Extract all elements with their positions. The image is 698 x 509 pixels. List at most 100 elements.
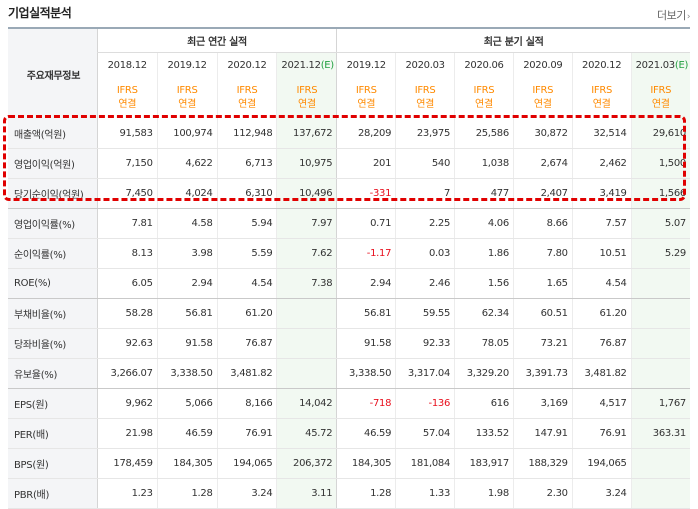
ifrs-line2: 연결 <box>416 99 434 110</box>
ifrs-line2: 연결 <box>238 99 256 110</box>
ifrs-basis: IFRS 연결 <box>454 77 514 119</box>
quarter-value: 8.66 <box>512 208 573 239</box>
quarter-value: 1.56 <box>454 268 514 299</box>
quarter-value: 183,917 <box>454 448 514 479</box>
annual-value: 8.13 <box>96 238 158 269</box>
annual-value: 3,338.50 <box>156 358 218 389</box>
quarter-value: 3,338.50 <box>336 358 396 389</box>
ifrs-basis: IFRS 연결 <box>630 77 690 119</box>
annual-value: 5.94 <box>216 208 277 239</box>
ifrs-line2: 연결 <box>651 99 670 110</box>
quarter-value: 57.04 <box>395 418 455 449</box>
row-header-label: 주요재무정보 <box>8 27 98 119</box>
table-row: 영업이익(억원) 7,150 4,622 6,713 10,975 201 540 1,038… <box>8 148 690 179</box>
quarter-value: 4.54 <box>571 268 632 299</box>
quarter-value: 0.03 <box>395 238 455 269</box>
annual-value: 14,042 <box>276 388 337 419</box>
quarter-value: 2,407 <box>512 178 573 209</box>
quarter-value: 23,975 <box>395 119 455 149</box>
ifrs-line1: IFRS <box>355 85 377 96</box>
annual-value: 4.54 <box>216 268 277 299</box>
quarter-value: 616 <box>454 388 514 419</box>
quarter-value <box>630 268 690 299</box>
annual-value: 76.87 <box>216 328 277 359</box>
quarter-value: -1.17 <box>336 238 396 269</box>
row-label: 영업이익(억원) <box>8 148 98 179</box>
financial-summary-table: 주요재무정보 최근 연간 실적 최근 분기 실적 2018.12 2019.12 2… <box>8 27 690 509</box>
ifrs-line1: IFRS <box>116 85 138 96</box>
table-row: PBR(배) 1.23 1.28 3.24 3.11 1.28 1.33 1.98 2.30 3.… <box>8 478 690 509</box>
period-quarter: 2020.06 <box>454 52 514 77</box>
quarter-value: 2.94 <box>336 268 396 299</box>
table-row: 순이익률(%) 8.13 3.98 5.59 7.62 -1.17 0.03 1.86 7.80… <box>8 238 690 269</box>
quarter-value: 56.81 <box>336 298 396 329</box>
quarter-value: 32,514 <box>571 119 632 149</box>
quarter-value: -136 <box>395 388 455 419</box>
section-title: 기업실적분석 <box>8 6 72 20</box>
table-row: 당좌비율(%) 92.63 91.58 76.87 91.58 92.33 78.05 73.… <box>8 328 690 359</box>
annual-value: 61.20 <box>216 298 277 329</box>
quarter-value: 3,169 <box>512 388 573 419</box>
quarter-value: 29,610 <box>630 119 690 149</box>
annual-value: 7,450 <box>96 178 158 209</box>
quarter-value: 363.31 <box>630 418 690 449</box>
quarter-value: 188,329 <box>512 448 573 479</box>
quarter-value: 7.80 <box>512 238 573 269</box>
estimate-tag: (E) <box>674 59 689 71</box>
annual-value: 194,065 <box>216 448 277 479</box>
quarter-value: 0.71 <box>336 208 396 239</box>
ifrs-basis: IFRS 연결 <box>96 77 158 119</box>
annual-value: 1.28 <box>156 478 218 509</box>
annual-value: 91.58 <box>156 328 218 359</box>
annual-value: 8,166 <box>216 388 277 419</box>
quarter-value: 133.52 <box>454 418 514 449</box>
table-row: 부채비율(%) 58.28 56.81 61.20 56.81 59.55 62.34 60.… <box>8 298 690 329</box>
chevron-right-icon: › <box>686 12 691 22</box>
period-annual: 2020.12 <box>216 52 277 77</box>
quarter-value: 1.86 <box>454 238 514 269</box>
ifrs-basis: IFRS 연결 <box>512 77 573 119</box>
annual-value: 21.98 <box>96 418 158 449</box>
ifrs-basis: IFRS 연결 <box>395 77 455 119</box>
annual-value: 9,962 <box>96 388 158 419</box>
ifrs-line2: 연결 <box>297 99 316 110</box>
period-quarter: 2020.09 <box>512 52 573 77</box>
quarter-value: -331 <box>336 178 396 209</box>
annual-value: 92.63 <box>96 328 158 359</box>
annual-value: 112,948 <box>216 119 277 149</box>
quarter-value: 2.46 <box>395 268 455 299</box>
ifrs-line1: IFRS <box>176 85 198 96</box>
quarter-value: 3,419 <box>571 178 632 209</box>
row-label: PBR(배) <box>8 478 98 509</box>
quarter-value: 194,065 <box>571 448 632 479</box>
annual-value <box>276 298 337 329</box>
row-label: PER(배) <box>8 418 98 449</box>
period-label: 2021.12 <box>281 59 321 71</box>
ifrs-basis: IFRS 연결 <box>571 77 632 119</box>
row-label: 당좌비율(%) <box>8 328 98 359</box>
row-label: EPS(원) <box>8 388 98 419</box>
ifrs-line1: IFRS <box>650 85 672 96</box>
ifrs-line1: IFRS <box>591 85 613 96</box>
quarter-value: 2.25 <box>395 208 455 239</box>
annual-value: 206,372 <box>276 448 337 479</box>
quarter-value: 25,586 <box>454 119 514 149</box>
annual-value: 3,481.82 <box>216 358 277 389</box>
annual-value <box>276 358 337 389</box>
quarter-value: 1.33 <box>395 478 455 509</box>
ifrs-basis: IFRS 연결 <box>216 77 277 119</box>
annual-value: 6,713 <box>216 148 277 179</box>
ifrs-line2: 연결 <box>118 99 137 110</box>
quarter-value: 5.29 <box>630 238 690 269</box>
table-row: EPS(원) 9,962 5,066 8,166 14,042 -718 -136 616 3,… <box>8 388 690 419</box>
quarter-value: 3,329.20 <box>454 358 514 389</box>
quarter-value: 7.57 <box>571 208 632 239</box>
annual-value: 100,974 <box>156 119 218 149</box>
quarter-value: 91.58 <box>336 328 396 359</box>
annual-value: 7.62 <box>276 238 337 269</box>
ifrs-line1: IFRS <box>296 85 318 96</box>
row-label: BPS(원) <box>8 448 98 479</box>
more-link[interactable]: 더보기› <box>657 7 691 23</box>
table-row: 당기순이익(억원) 7,450 4,024 6,310 10,496 -331 7 477 2,… <box>8 178 690 209</box>
quarter-value: 147.91 <box>512 418 573 449</box>
